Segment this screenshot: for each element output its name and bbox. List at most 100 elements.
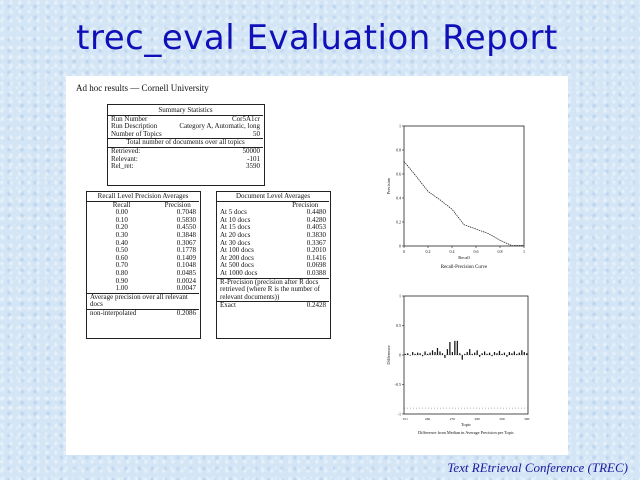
y-tick-label: 0.8: [396, 148, 401, 153]
doc-row-value: 0.0388: [306, 268, 326, 277]
avg-precision-label: Average precision over all relevant docs: [87, 292, 199, 310]
x-tick-label: 0: [403, 249, 405, 254]
x-tick-label: 0.4: [450, 249, 455, 254]
doc-row-label: At 1000 docs: [220, 268, 258, 277]
recall-row: 0.00 0.7048: [87, 209, 199, 217]
doc-row: At 20 docs 0.3830: [217, 230, 329, 240]
recall-row-label: 1.00: [115, 284, 128, 293]
report-page: Ad hoc results — Cornell University Summ…: [66, 76, 568, 455]
difference-bar: [483, 351, 486, 355]
recall-box: [86, 191, 201, 339]
recall-row-value: 0.1778: [176, 246, 196, 255]
summary-label: Rel_ret:: [111, 162, 134, 171]
x-axis-label: Topic: [461, 422, 471, 427]
difference-bar: [476, 350, 478, 355]
summary-value: 50: [253, 129, 260, 138]
difference-bar: [474, 352, 476, 355]
summary-table: Summary Statistics Run Number Cor5A1cr Ru…: [108, 106, 263, 171]
summary-value: 3590: [246, 162, 260, 171]
difference-bar: [434, 352, 436, 355]
y-tick-label: 0.4: [396, 196, 401, 201]
recall-row-label: 0.30: [115, 230, 128, 239]
doc-row-value: 0.4480: [306, 208, 326, 217]
difference-bar: [436, 347, 439, 355]
difference-bar: [421, 355, 424, 357]
difference-bar: [414, 353, 416, 355]
difference-bar: [501, 353, 503, 355]
recall-row: 0.30 0.3848: [87, 230, 199, 240]
difference-bar: [479, 355, 481, 357]
summary-title: Summary Statistics: [108, 106, 263, 116]
noninterp-label: non-interpolated: [87, 308, 157, 318]
doc-row: At 15 docs 0.4053: [217, 224, 329, 232]
series-line: [403, 161, 525, 247]
doc-row: At 100 docs 0.2010: [217, 247, 329, 255]
recall-row-label: 0.70: [115, 261, 128, 270]
doc-row: At 1000 docs 0.0388: [217, 268, 329, 278]
difference-bar: [464, 353, 466, 355]
summary-label: Run Number: [111, 114, 148, 123]
x-tick-label: 251: [403, 417, 409, 421]
recall-row-value: 0.3067: [176, 238, 196, 247]
difference-bar: [417, 352, 419, 355]
difference-bar: [407, 353, 409, 355]
doc-table: Document Level Averages Precision At 5 d…: [217, 192, 329, 310]
y-tick-label: 0.2: [396, 220, 401, 225]
difference-bar: [451, 352, 453, 355]
difference-bar: [513, 351, 515, 355]
recall-row-value: 0.5830: [176, 215, 196, 224]
difference-bar: [518, 352, 520, 355]
difference-bar: [471, 353, 473, 355]
difference-bar: [454, 340, 456, 355]
recall-table: Recall Level Precision Averages Recall Pr…: [87, 192, 199, 318]
noninterp-value: 0.2086: [156, 308, 199, 318]
y-tick-label: 0.6: [396, 172, 401, 177]
recall-row: 0.10 0.5830: [87, 215, 199, 225]
summary-value: 50000: [169, 146, 263, 156]
report-heading: Ad hoc results — Cornell University: [76, 83, 209, 93]
doc-row-label: At 100 docs: [220, 246, 254, 255]
summary-total-label: Total number of documents over all topic…: [108, 138, 263, 148]
doc-row-label: At 5 docs: [220, 208, 247, 217]
plot-frame: [403, 125, 525, 247]
difference-bar: [446, 349, 449, 355]
doc-row: At 10 docs 0.4280: [217, 215, 329, 225]
recall-row: 0.50 0.1778: [87, 247, 199, 255]
recall-row: 0.40 0.3067: [87, 238, 199, 248]
recall-title: Recall Level Precision Averages: [87, 192, 199, 202]
difference-bar: [526, 353, 528, 355]
difference-bar: [459, 353, 461, 355]
summary-label: Number of Topics: [111, 129, 162, 138]
doc-row-label: At 15 docs: [220, 223, 251, 232]
difference-bar: [409, 355, 411, 356]
doc-row-value: 0.4053: [306, 223, 326, 232]
recall-row-label: 0.40: [115, 238, 128, 247]
recall-row-value: 0.0024: [176, 276, 196, 285]
x-tick-label: 1: [523, 249, 525, 254]
difference-bar: [521, 350, 523, 355]
difference-bar: [439, 351, 441, 355]
x-tick-label: 280: [475, 417, 481, 421]
difference-bar: [449, 342, 451, 355]
x-axis-label: Recall: [458, 255, 470, 260]
y-tick-label: -0.5: [395, 382, 401, 387]
difference-bar: [466, 352, 468, 355]
recall-row-label: 0.60: [115, 253, 128, 262]
precision-col-header: Precision: [164, 200, 191, 209]
doc-row: At 500 docs 0.0698: [217, 262, 329, 270]
doc-row-value: 0.3830: [306, 230, 326, 239]
summary-value: Category A, Automatic, long: [179, 122, 260, 131]
recall-row: 1.00 0.0047: [87, 284, 199, 293]
y-tick-label: 0: [399, 353, 401, 358]
difference-bar: [444, 355, 446, 358]
y-tick-label: 1: [399, 294, 401, 299]
y-axis-label: Difference: [386, 345, 391, 364]
difference-bar: [404, 353, 406, 355]
recall-row-label: 0.00: [115, 208, 128, 217]
doc-row: At 5 docs 0.4480: [217, 209, 329, 217]
summary-value: -101: [247, 154, 260, 163]
difference-bar: [441, 353, 444, 355]
rprecision-label: R-Precision (precision after R docs retr…: [217, 277, 329, 302]
doc-row-label: At 10 docs: [220, 215, 251, 224]
x-tick-label: 260: [425, 417, 431, 421]
